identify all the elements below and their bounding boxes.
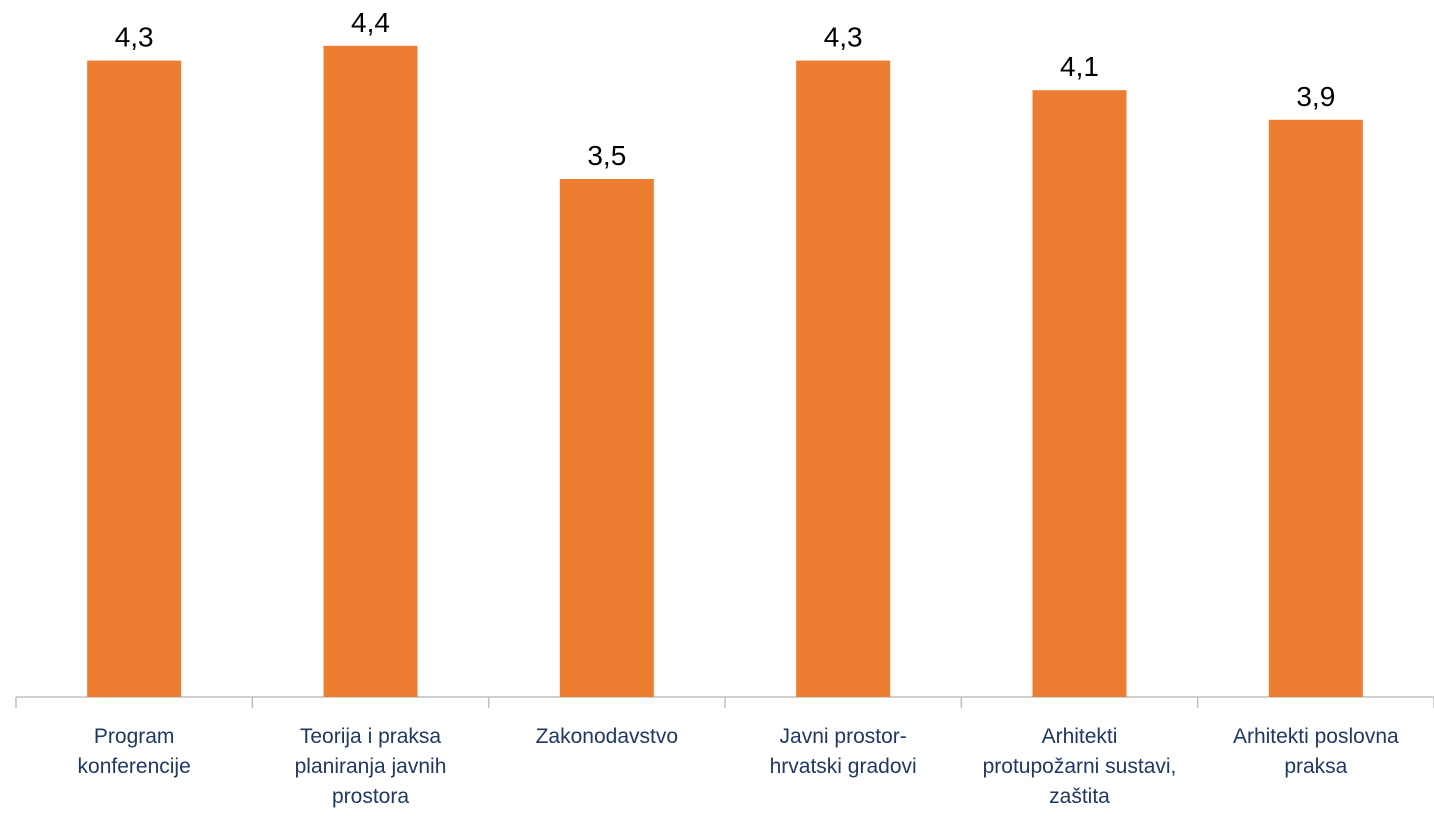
bar	[323, 45, 418, 698]
bar	[87, 60, 182, 698]
data-label: 4,3	[115, 22, 154, 53]
data-label: 3,9	[1296, 81, 1335, 112]
x-tick-label: Javni prostor-hrvatski gradovi	[769, 725, 917, 778]
data-label: 4,4	[351, 7, 390, 38]
data-label: 4,3	[824, 22, 863, 53]
data-label: 4,1	[1060, 51, 1099, 82]
x-tick-label: Zakonodavstvo	[535, 725, 679, 748]
bar	[796, 60, 891, 698]
x-tick-label: Teorija i praksa planiranja javnih prost…	[294, 725, 447, 808]
x-tick-label: Arhitekti poslovna praksa	[1232, 725, 1399, 778]
bar	[1032, 90, 1127, 697]
bar	[1268, 119, 1363, 698]
x-tick-label: Program konferencije	[77, 725, 191, 778]
bar	[559, 179, 654, 697]
x-tick-label: Arhitekti protupožarni sustavi, zaštita	[982, 725, 1177, 808]
data-label: 3,5	[587, 140, 626, 171]
